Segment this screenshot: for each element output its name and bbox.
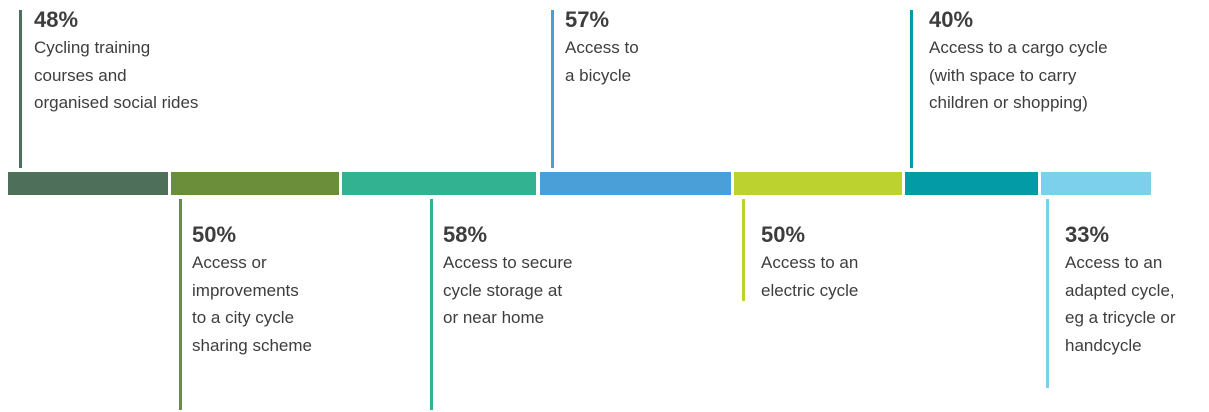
bar-segment-electric-cycle bbox=[734, 172, 902, 195]
connector-line-cargo-cycle bbox=[910, 10, 913, 168]
percent-value: 33% bbox=[1065, 222, 1110, 247]
label-electric-cycle: 50% Access to an electric cycle bbox=[761, 223, 858, 304]
label-adapted-cycle: 33% Access to an adapted cycle, eg a tri… bbox=[1065, 223, 1176, 359]
percent-value: 48% bbox=[34, 7, 79, 32]
label-secure-storage: 58% Access to secure cycle storage at or… bbox=[443, 223, 572, 332]
connector-line-cycle-sharing bbox=[179, 199, 182, 410]
category-label: Access to an adapted cycle, eg a tricycl… bbox=[1065, 253, 1176, 355]
category-label: Access to an electric cycle bbox=[761, 253, 859, 300]
category-label: Access to a cargo cycle (with space to c… bbox=[929, 38, 1108, 112]
category-label: Cycling training courses and organised s… bbox=[34, 38, 199, 112]
connector-line-cycling-training bbox=[19, 10, 22, 168]
label-cargo-cycle: 40% Access to a cargo cycle (with space … bbox=[929, 8, 1108, 117]
percent-value: 58% bbox=[443, 222, 488, 247]
percent-value: 40% bbox=[929, 7, 974, 32]
category-label: Access to a bicycle bbox=[565, 38, 639, 85]
label-bicycle: 57% Access to a bicycle bbox=[565, 8, 639, 89]
bar-segment-bicycle bbox=[540, 172, 731, 195]
percent-value: 50% bbox=[761, 222, 806, 247]
category-label: Access to secure cycle storage at or nea… bbox=[443, 253, 573, 327]
percent-value: 57% bbox=[565, 7, 610, 32]
connector-line-bicycle bbox=[551, 10, 554, 168]
percent-value: 50% bbox=[192, 222, 237, 247]
category-label: Access or improvements to a city cycle s… bbox=[192, 253, 313, 355]
bar-segment-cycle-sharing bbox=[171, 172, 339, 195]
bar-segment-secure-storage bbox=[342, 172, 536, 195]
connector-line-secure-storage bbox=[430, 199, 433, 410]
bar-segment-cargo-cycle bbox=[905, 172, 1038, 195]
bar-segment-cycling-training bbox=[8, 172, 168, 195]
connector-line-electric-cycle bbox=[742, 199, 745, 301]
label-cycle-sharing: 50% Access or improvements to a city cyc… bbox=[192, 223, 312, 359]
label-cycling-training: 48% Cycling training courses and organis… bbox=[34, 8, 198, 117]
bar-segment-adapted-cycle bbox=[1041, 172, 1151, 195]
connector-line-adapted-cycle bbox=[1046, 199, 1049, 388]
